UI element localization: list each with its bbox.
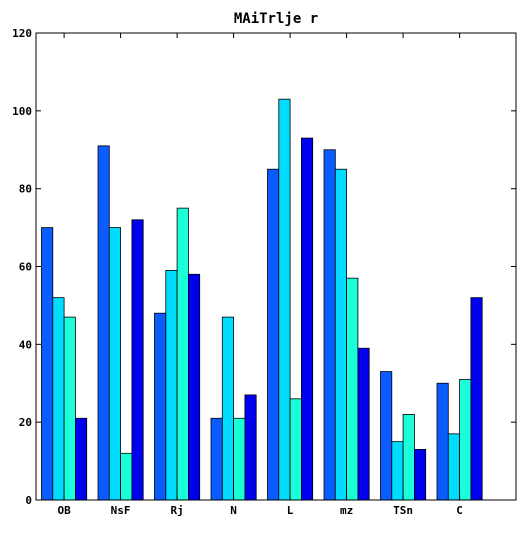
bar-NsF-series-1 bbox=[97, 145, 110, 501]
bar-mz-series-3 bbox=[346, 277, 359, 501]
x-tick-label-L: L bbox=[287, 504, 294, 517]
x-tick-label-N: N bbox=[230, 504, 237, 517]
chart-title: MAiTrlje r bbox=[234, 11, 318, 27]
bar-C-series-3 bbox=[459, 378, 472, 501]
bar-OB-series-1 bbox=[41, 227, 54, 501]
y-tick-label: 80 bbox=[19, 183, 32, 196]
bar-C-series-2 bbox=[447, 433, 460, 501]
y-tick-label: 60 bbox=[19, 261, 32, 274]
bar-L-series-2 bbox=[278, 98, 291, 501]
x-tick-label-mz: mz bbox=[340, 504, 353, 517]
bar-TSn-series-4 bbox=[413, 449, 427, 501]
y-tick-label: 0 bbox=[25, 494, 32, 507]
x-tick-label-Rj: Rj bbox=[170, 504, 183, 517]
bar-NsF-series-3 bbox=[120, 452, 133, 501]
bar-L-series-1 bbox=[267, 168, 280, 501]
bar-Rj-series-1 bbox=[154, 312, 167, 501]
bar-L-series-3 bbox=[289, 398, 302, 501]
bar-L-series-4 bbox=[300, 137, 314, 501]
x-tick-label-C: C bbox=[456, 504, 463, 517]
x-tick-label-NsF: NsF bbox=[111, 504, 131, 517]
bar-mz-series-2 bbox=[334, 168, 347, 501]
bar-mz-series-4 bbox=[357, 347, 370, 501]
y-tick-label: 120 bbox=[12, 27, 32, 40]
bar-C-series-1 bbox=[436, 382, 449, 501]
bar-OB-series-4 bbox=[75, 417, 88, 501]
x-tick-label-TSn: TSn bbox=[393, 504, 413, 517]
bar-TSn-series-2 bbox=[391, 441, 404, 501]
x-tick-label-OB: OB bbox=[57, 504, 71, 517]
bar-NsF-series-4 bbox=[131, 219, 144, 501]
bar-Rj-series-4 bbox=[187, 273, 201, 501]
bar-C-series-4 bbox=[470, 297, 483, 501]
bar-Rj-series-2 bbox=[165, 269, 178, 501]
bar-NsF-series-2 bbox=[108, 227, 122, 501]
y-tick-label: 100 bbox=[12, 105, 32, 118]
bar-TSn-series-3 bbox=[402, 413, 415, 501]
y-axis: 0 20 40 60 80 100 120 bbox=[12, 27, 516, 507]
bar-Rj-series-3 bbox=[176, 207, 189, 501]
bar-TSn-series-1 bbox=[380, 371, 393, 501]
bar-N-series-4 bbox=[244, 394, 257, 501]
bar-N-series-1 bbox=[210, 417, 223, 501]
bar-OB-series-3 bbox=[63, 316, 76, 501]
bar-N-series-2 bbox=[221, 316, 235, 501]
y-tick-label: 40 bbox=[19, 338, 32, 351]
bar-OB-series-2 bbox=[52, 297, 65, 501]
y-tick-label: 20 bbox=[19, 416, 32, 429]
bar-N-series-3 bbox=[233, 417, 246, 501]
bar-mz-series-1 bbox=[323, 149, 336, 501]
